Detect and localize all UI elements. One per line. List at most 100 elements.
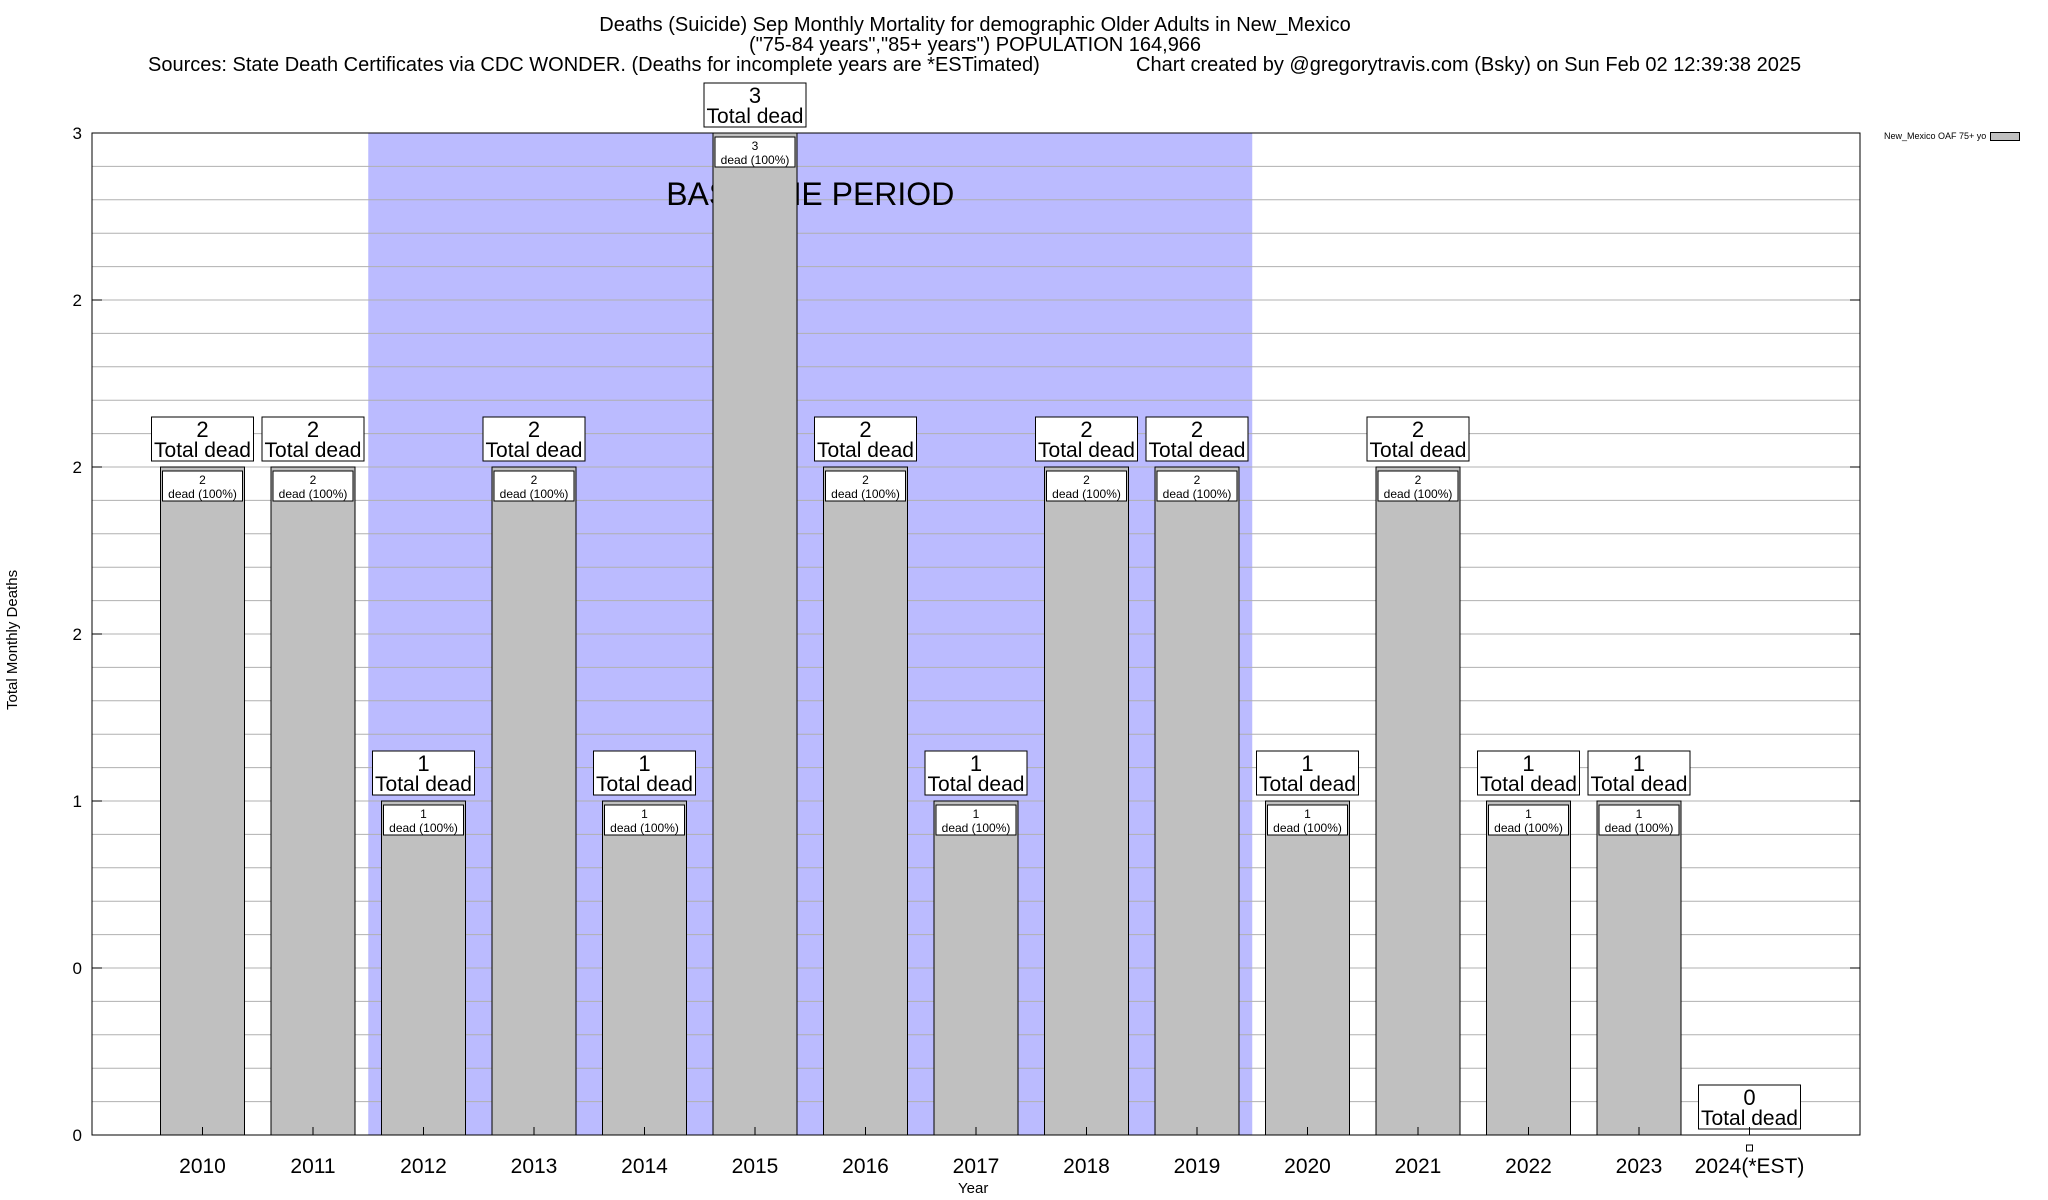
bar-inner-label-box [1598,804,1680,836]
bar [1486,800,1571,1136]
bar-inner-label: dead (100%) [1163,487,1232,501]
bar-total-label: Total dead [817,439,914,462]
bar-inner-label-box [935,804,1017,836]
bar [381,800,466,1136]
bar-total-value: 2 [196,417,208,442]
bar-total-value: 1 [638,751,650,776]
bar [1044,466,1129,1136]
legend-swatch [1990,131,2021,141]
bar-inner-value: 2 [1083,473,1090,487]
bar-total-value: 1 [1522,751,1534,776]
bar-total-label-box [924,750,1028,796]
bar-total-label: Total dead [1480,773,1577,796]
bar-total-label-box [1698,1084,1801,1130]
bar-total-value: 2 [859,417,871,442]
x-tick-label: 2024(*EST) [1695,1155,1805,1178]
bar-inner-label-box [825,470,906,502]
bar [1265,800,1350,1136]
x-tick-label: 2015 [732,1155,779,1178]
bar-inner-label-box [162,470,243,502]
bar-total-label: Total dead [154,439,251,462]
bar-total-label-box [1035,416,1138,462]
bar-total-label: Total dead [1038,439,1135,462]
x-tick-label: 2019 [1174,1155,1221,1178]
bar-total-label: Total dead [1591,773,1688,796]
bar-inner-label: dead (100%) [831,487,900,501]
bar-inner-label: dead (100%) [1605,821,1674,835]
bar-total-value: 2 [1191,417,1203,442]
x-tick-label: 2018 [1063,1155,1110,1178]
bar-inner-value: 3 [752,139,759,153]
bar [491,466,577,1136]
y-axis-label: Total Monthly Deaths [4,569,21,710]
bar-total-label-box [1587,750,1691,796]
x-axis-label: Year [958,1180,989,1197]
bar-total-label-box [1366,416,1470,462]
x-tick-label: 2020 [1284,1155,1331,1178]
y-tick-label: 3 [73,124,82,143]
bar-total-value: 2 [1412,417,1424,442]
bar-inner-value: 2 [531,473,538,487]
y-tick-label: 0 [73,1126,82,1145]
bar-total-value: 3 [749,83,761,108]
bar [933,800,1019,1136]
bar [602,800,687,1136]
bar-inner-value: 2 [1194,473,1201,487]
bar-inner-label: dead (100%) [1494,821,1563,835]
bar [1596,800,1682,1136]
bar-inner-label: dead (100%) [1052,487,1121,501]
x-tick-label: 2013 [511,1155,558,1178]
x-tick-label: 2014 [621,1155,668,1178]
bar-total-label-box [151,416,254,462]
bar-total-value: 1 [1301,751,1313,776]
bar-inner-label-box [1377,470,1459,502]
plot-frame [91,132,1861,1136]
bar-total-label: Total dead [928,773,1025,796]
bar-total-label: Total dead [1370,439,1467,462]
bar-total-value: 1 [417,751,429,776]
x-tick-label: 2016 [842,1155,889,1178]
bar-inner-label: dead (100%) [1384,487,1453,501]
y-tick-label: 0 [73,959,82,978]
bar-inner-value: 2 [862,473,869,487]
bar-total-label: Total dead [486,439,583,462]
bar-inner-label-box [1488,804,1569,836]
bar-inner-value: 1 [420,807,427,821]
bar-total-value: 2 [1080,417,1092,442]
baseline-label: BASELINE PERIOD [666,176,954,212]
bar-inner-label: dead (100%) [721,153,790,167]
bar-empty-marker [1746,1144,1753,1152]
bar-total-label: Total dead [1259,773,1356,796]
bar-inner-label: dead (100%) [168,487,237,501]
chart-credit: Chart created by @gregorytravis.com (Bsk… [1136,54,1802,76]
y-tick-label: 2 [73,625,82,644]
bar [160,466,245,1136]
bar-total-value: 0 [1743,1085,1755,1110]
y-tick-label: 2 [73,291,82,310]
bar-inner-label-box [383,804,464,836]
bar-total-label-box [482,416,586,462]
bar-inner-label-box [714,136,796,168]
bar-total-value: 1 [970,751,982,776]
bar [1375,466,1461,1136]
bar-inner-label-box [493,470,575,502]
y-tick-label: 1 [73,792,82,811]
chart-sources: Sources: State Death Certificates via CD… [148,54,1040,76]
x-tick-label: 2012 [400,1155,447,1178]
bar-total-label-box [703,82,807,128]
bar-total-label: Total dead [1701,1107,1798,1130]
bar-inner-label-box [272,470,354,502]
bar-total-label: Total dead [707,105,804,128]
chart-subtitle: ("75-84 years","85+ years") POPULATION 1… [748,34,1202,56]
bar-inner-label: dead (100%) [279,487,348,501]
x-tick-label: 2011 [290,1155,335,1178]
bar-total-label-box [593,750,696,796]
bar-inner-value: 2 [310,473,317,487]
bar-inner-label: dead (100%) [500,487,569,501]
x-tick-label: 2010 [179,1155,226,1178]
bar-total-label-box [1477,750,1580,796]
bar-inner-value: 1 [1525,807,1532,821]
bar-inner-label-box [1046,470,1127,502]
chart-title: Deaths (Suicide) Sep Monthly Mortality f… [599,14,1351,36]
